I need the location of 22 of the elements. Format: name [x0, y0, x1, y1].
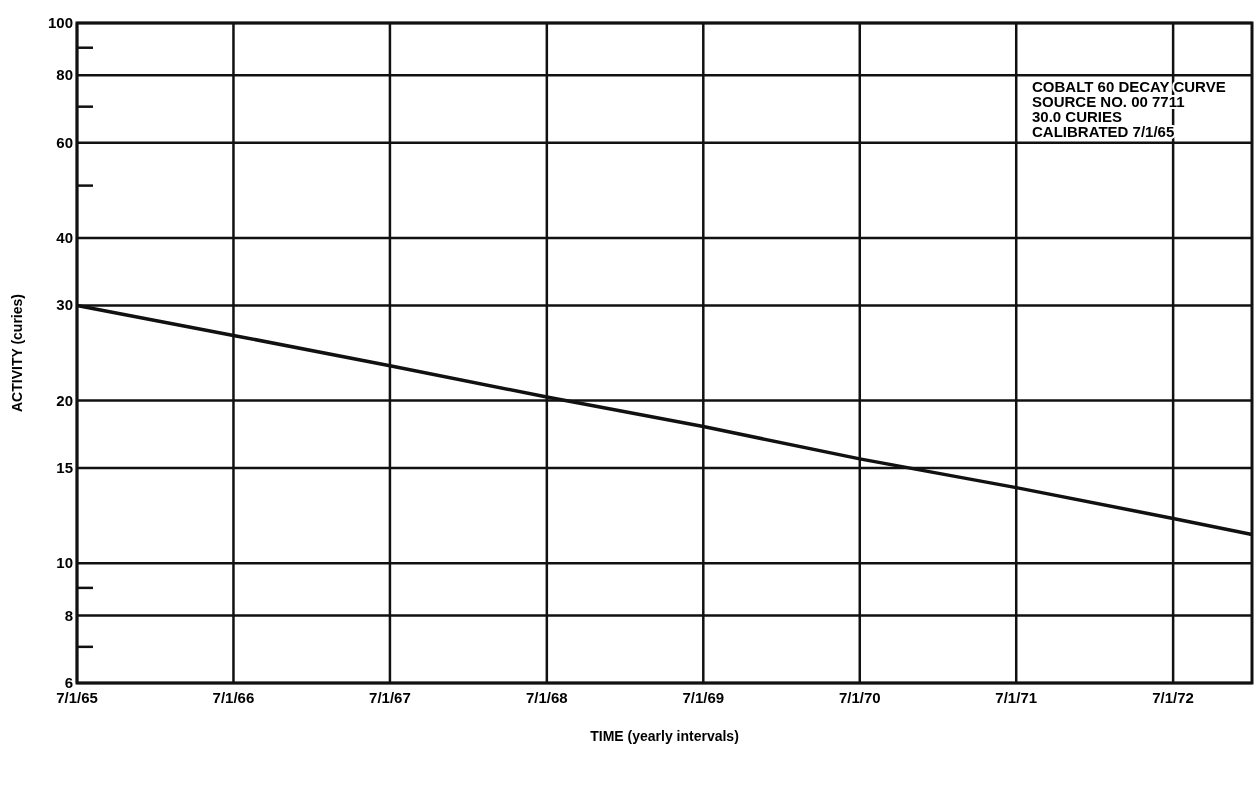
x-tick-label: 7/1/69 — [682, 689, 725, 706]
y-tick-label: 80 — [56, 66, 73, 84]
y-tick-label: 40 — [56, 228, 73, 246]
y-tick-label: 8 — [64, 606, 73, 624]
y-tick-label: 60 — [56, 133, 73, 151]
x-tick-label: 7/1/65 — [56, 689, 98, 706]
x-tick-label: 7/1/68 — [525, 689, 568, 706]
x-tick-label: 7/1/70 — [838, 689, 881, 706]
y-tick-label: 100 — [47, 14, 73, 31]
annotation: COBALT 60 DECAY CURVE — [1032, 78, 1226, 95]
y-tick-label: 6 — [64, 674, 73, 691]
y-tick-label: 30 — [56, 296, 73, 314]
x-tick-label: 7/1/71 — [995, 689, 1038, 706]
y-axis-title: ACTIVITY (curies) — [9, 294, 25, 412]
x-tick-label: 7/1/66 — [212, 689, 255, 706]
x-tick-label: 7/1/72 — [1152, 689, 1194, 706]
y-tick-label: 15 — [56, 459, 73, 477]
x-tick-label: 7/1/67 — [369, 689, 411, 706]
x-axis-title: TIME (yearly intervals) — [590, 728, 739, 744]
y-tick-label: 20 — [56, 391, 73, 409]
annotation: 30.0 CURIES — [1032, 108, 1123, 125]
y-tick-label: 10 — [56, 554, 73, 572]
